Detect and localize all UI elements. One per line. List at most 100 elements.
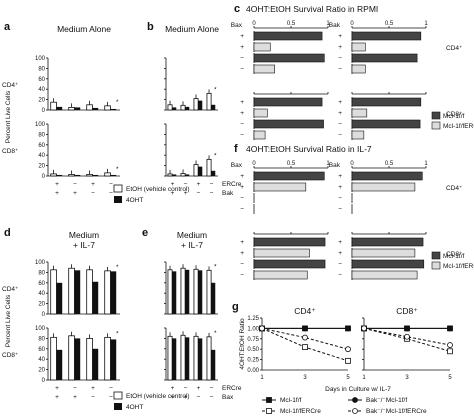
legend-swatch-ff bbox=[431, 251, 441, 260]
bar-c-CD8-Bax-3 bbox=[253, 130, 266, 140]
bar-4oht-b-CD8-0 bbox=[172, 174, 177, 176]
legend-marker bbox=[266, 397, 272, 403]
point bbox=[361, 325, 367, 332]
bar-etoh-b-CD8-3 bbox=[206, 158, 212, 177]
genotype-sign: − bbox=[240, 132, 244, 139]
legend-etoh-label: EtOH (vehicle control) bbox=[126, 186, 190, 193]
bar-etoh-b-CD8-2 bbox=[193, 164, 199, 177]
bar-c-CD8-Bax-1 bbox=[253, 108, 268, 118]
genotype-sign: − bbox=[338, 272, 342, 279]
subplot-title: CD8⁺ bbox=[396, 306, 418, 316]
y-tick-label: 60 bbox=[38, 143, 45, 149]
x-axis-label: Days in Culture w/ IL-7 bbox=[325, 386, 391, 393]
genotype-row-name: Bak bbox=[222, 190, 234, 197]
genotype-sign: + bbox=[55, 190, 59, 197]
axis-name: Bak bbox=[329, 22, 341, 29]
genotype-sign: − bbox=[240, 272, 244, 279]
x-tick-label: 0.5 bbox=[385, 21, 394, 27]
panel-f-label: f bbox=[234, 143, 238, 155]
bar-etoh-d-CD8-3 bbox=[104, 336, 111, 381]
row-label-CD4: CD4⁺ bbox=[2, 286, 19, 293]
genotype-sign: − bbox=[184, 385, 188, 392]
bar-4oht-e-CD4-1 bbox=[185, 269, 190, 314]
bar-c-CD4-Bax-0 bbox=[253, 31, 323, 41]
bar-c-CD4-Bak-0 bbox=[351, 31, 422, 41]
x-tick-label: 5 bbox=[448, 375, 452, 381]
point bbox=[345, 357, 351, 364]
bar-4oht-d-CD8-3 bbox=[110, 339, 117, 380]
legend-4oht-swatch-2 bbox=[114, 403, 122, 410]
y-tick-label: 100 bbox=[35, 56, 46, 62]
bar-4oht-b-CD4-2 bbox=[198, 100, 203, 110]
y-tick-label: 0.00 bbox=[247, 368, 259, 374]
bar-etoh-d-CD4-2 bbox=[86, 269, 93, 315]
genotype-sign: + bbox=[197, 181, 201, 188]
y-tick-label: 0.50 bbox=[247, 347, 259, 353]
bar-c-CD4-Bak-1 bbox=[351, 42, 366, 52]
genotype-sign: − bbox=[109, 190, 113, 197]
y-axis-label: Percent Live Cells bbox=[5, 294, 12, 347]
bar-etoh-a-CD8-2 bbox=[86, 174, 93, 177]
bar-etoh-b-CD4-2 bbox=[193, 98, 199, 111]
bar-4oht-e-CD4-2 bbox=[198, 270, 203, 314]
bar-4oht-d-CD4-1 bbox=[74, 270, 81, 314]
legend-series-label: Bak⁻/⁻Mcl-1f/fERCre bbox=[366, 408, 427, 415]
significance-mark: * bbox=[214, 330, 217, 337]
y-tick-label: 0.25 bbox=[247, 358, 259, 364]
significance-mark: * bbox=[116, 264, 119, 271]
genotype-row-name: Bax bbox=[222, 394, 234, 401]
genotype-sign: + bbox=[338, 239, 342, 246]
x-tick-label: 1 bbox=[326, 161, 330, 167]
genotype-sign: + bbox=[91, 181, 95, 188]
bar-f-CD8-Bax-0 bbox=[253, 237, 326, 247]
bar-4oht-a-CD8-1 bbox=[74, 174, 81, 176]
genotype-sign: + bbox=[184, 190, 188, 197]
bar-etoh-d-CD4-1 bbox=[68, 267, 75, 315]
genotype-sign: − bbox=[338, 66, 342, 73]
x-tick-label: 5 bbox=[346, 375, 350, 381]
row-label-CD8: CD8⁺ bbox=[446, 111, 463, 118]
bar-4oht-b-CD8-2 bbox=[198, 166, 203, 176]
legend-4oht-label: 4OHT bbox=[126, 197, 143, 204]
bar-c-CD8-Bak-2 bbox=[351, 119, 421, 129]
genotype-sign: − bbox=[338, 121, 342, 128]
subplot-title: CD4⁺ bbox=[294, 306, 316, 316]
bar-4oht-e-CD4-0 bbox=[172, 271, 177, 314]
genotype-sign: + bbox=[240, 44, 244, 51]
genotype-sign: − bbox=[240, 55, 244, 62]
bar-etoh-a-CD8-1 bbox=[68, 174, 75, 177]
bar-f-CD4-Bax-0 bbox=[253, 171, 325, 181]
panel-b-label: b bbox=[147, 21, 154, 33]
x-tick-label: 0 bbox=[252, 161, 256, 167]
genotype-sign: + bbox=[240, 110, 244, 117]
significance-mark: * bbox=[214, 263, 217, 270]
bar-f-CD4-Bak-0 bbox=[351, 171, 423, 181]
legend-series-label: Mcl-1f/fERCre bbox=[280, 408, 321, 415]
genotype-sign: − bbox=[338, 261, 342, 268]
point bbox=[404, 333, 410, 340]
legend-label-ff: Mcl-1f/f bbox=[443, 253, 465, 260]
y-tick-label: 100 bbox=[35, 260, 46, 266]
bar-etoh-b-CD8-1 bbox=[180, 172, 186, 177]
panel-d-title: Medium bbox=[69, 230, 99, 240]
point bbox=[345, 325, 351, 332]
bar-f-CD4-Bak-1 bbox=[351, 182, 416, 192]
legend-etoh-swatch bbox=[113, 184, 123, 193]
bar-c-CD8-Bax-2 bbox=[253, 119, 324, 129]
genotype-sign: + bbox=[171, 394, 175, 401]
panel-c-title: 4OHT:EtOH Survival Ratio in RPMI bbox=[246, 4, 378, 14]
row-label-CD8: CD8⁺ bbox=[2, 352, 19, 359]
bar-etoh-a-CD8-3 bbox=[104, 172, 111, 177]
genotype-sign: − bbox=[338, 195, 342, 202]
genotype-sign: + bbox=[197, 385, 201, 392]
significance-mark: * bbox=[116, 166, 119, 173]
bar-4oht-d-CD8-1 bbox=[74, 338, 81, 380]
genotype-sign: − bbox=[240, 206, 244, 213]
significance-mark: * bbox=[214, 152, 217, 159]
bar-etoh-e-CD8-1 bbox=[180, 334, 186, 381]
y-tick-label: 80 bbox=[38, 336, 45, 342]
bar-etoh-d-CD4-3 bbox=[104, 270, 111, 315]
legend-swatch-ercre bbox=[431, 121, 441, 130]
bar-etoh-b-CD4-0 bbox=[167, 104, 173, 111]
x-tick-label: 0.5 bbox=[287, 161, 296, 167]
